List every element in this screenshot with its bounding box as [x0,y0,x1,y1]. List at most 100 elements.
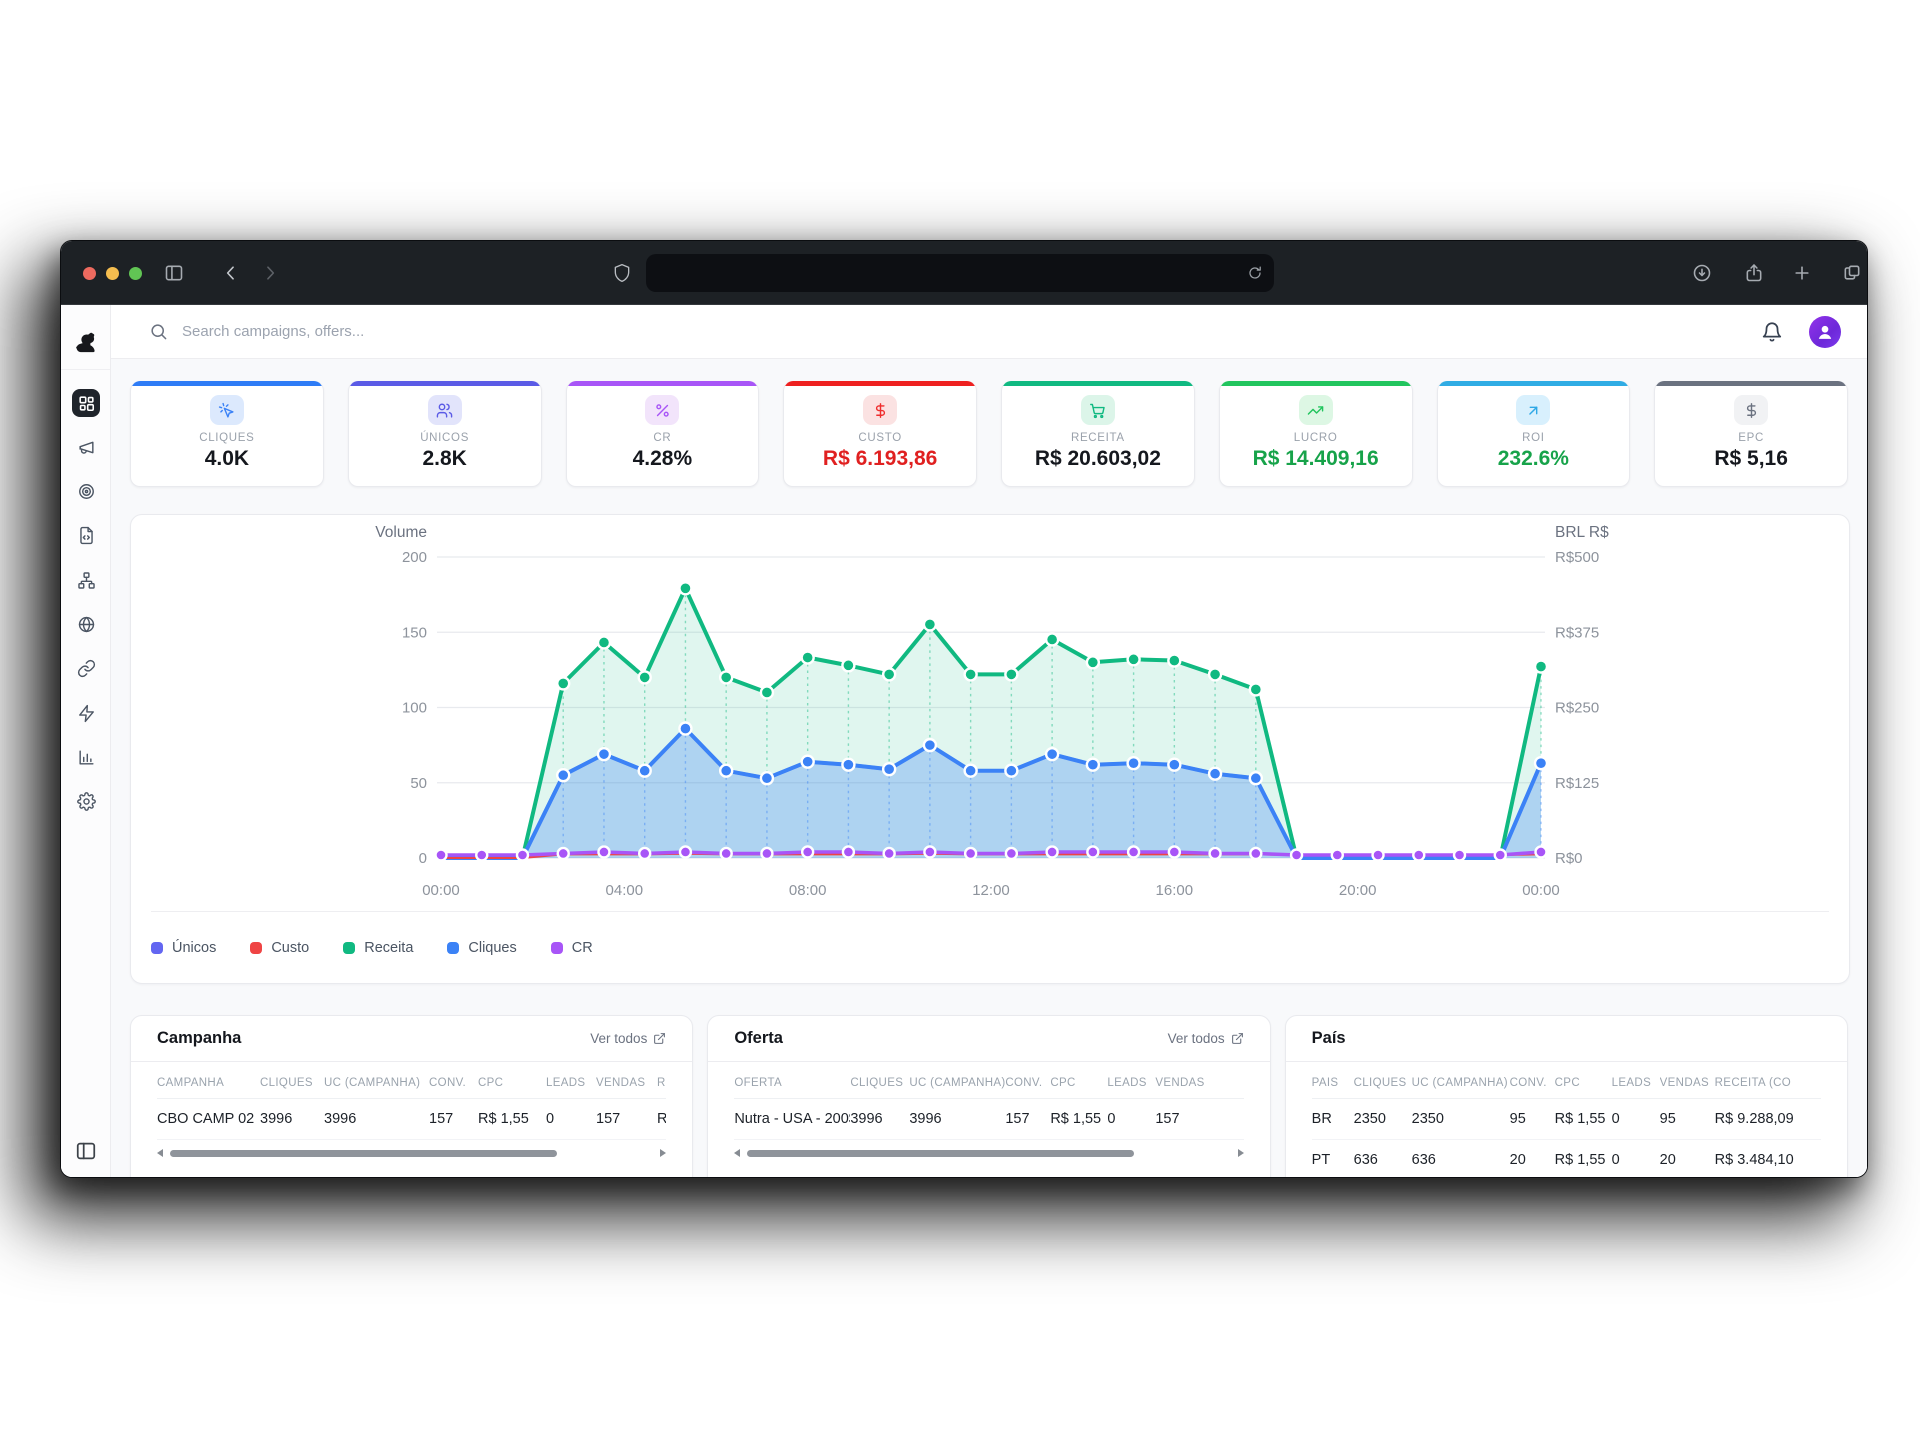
share-icon[interactable] [1744,263,1764,283]
scroll-left-icon[interactable] [734,1149,741,1157]
minimize-window-button[interactable] [106,267,119,280]
point-CR[interactable] [515,848,530,862]
point-Receita[interactable] [1044,632,1060,647]
point-CR[interactable] [1045,845,1059,859]
sidebar-item-offers[interactable] [72,478,100,506]
point-Receita[interactable] [596,635,612,650]
table-row[interactable]: PT 636 636 20 R$ 1,55 0 20 R$ 3.484,10 [1312,1140,1821,1177]
point-Receita[interactable] [963,667,978,682]
point-Receita[interactable] [1533,659,1549,674]
table-row[interactable]: BR 2350 2350 95 R$ 1,55 0 95 R$ 9.288,09 [1311,1099,1821,1140]
legend-item-custo[interactable]: Custo [250,940,309,956]
legend-item-cliques[interactable]: Cliques [447,940,517,956]
point-Receita[interactable] [1004,667,1019,682]
volume-chart[interactable]: 0 R$0 50 R$125 100 R$250 150 R$375 200 R$500 Volum… [151,515,1831,911]
point-Cliques[interactable] [759,771,775,786]
point-Receita[interactable] [678,581,693,596]
point-Receita[interactable] [881,667,897,682]
kpi-card-epc[interactable]: EPC R$ 5,16 [1654,381,1848,487]
table-row[interactable]: CBO CAMP 02 3996 3996 157 R$ 1,55 0 157 R [157,1099,667,1140]
legend-item-cr[interactable]: CR [550,940,593,956]
point-Cliques[interactable] [841,757,856,772]
point-CR[interactable] [1249,846,1263,861]
horizontal-scrollbar[interactable] [157,1149,667,1158]
point-CR[interactable] [1412,848,1426,862]
point-Cliques[interactable] [800,754,815,769]
close-window-button[interactable] [83,267,96,280]
sidebar-item-reports[interactable] [72,743,100,771]
search-input[interactable] [182,323,602,340]
address-bar[interactable] [646,254,1274,292]
point-Cliques[interactable] [1167,757,1182,772]
point-CR[interactable] [1371,848,1385,862]
scroll-right-icon[interactable] [1237,1149,1244,1157]
point-Receita[interactable] [922,617,938,632]
sidebar-item-campaigns[interactable] [72,433,100,461]
dog-logo[interactable] [74,331,98,355]
legend-item-receita[interactable]: Receita [343,940,413,956]
point-CR[interactable] [1208,846,1222,861]
point-Receita[interactable] [1248,682,1264,697]
legend-item-únicos[interactable]: Únicos [151,940,216,956]
scrollbar-thumb[interactable] [747,1150,1135,1157]
point-CR[interactable] [1330,848,1344,862]
point-CR[interactable] [638,846,652,861]
collapse-sidebar-icon[interactable] [75,1140,97,1162]
sidebar-item-automation[interactable] [72,699,100,727]
point-Receita[interactable] [718,670,734,685]
point-Receita[interactable] [841,658,856,673]
point-Cliques[interactable] [1207,766,1223,781]
point-CR[interactable] [1493,848,1507,862]
point-Cliques[interactable] [1248,771,1264,786]
point-CR[interactable] [1534,845,1548,859]
point-CR[interactable] [963,846,978,861]
point-Cliques[interactable] [1044,746,1060,762]
point-Receita[interactable] [800,650,815,665]
point-Receita[interactable] [1085,655,1101,670]
kpi-card-receita[interactable]: RECEITA R$ 20.603,02 [1001,381,1195,487]
point-CR[interactable] [841,845,856,859]
kpi-card-custo[interactable]: CUSTO R$ 6.193,86 [783,381,977,487]
point-CR[interactable] [1452,848,1467,862]
kpi-card-roi[interactable]: ROI 232.6% [1436,381,1631,487]
forward-icon[interactable] [260,263,280,283]
point-CR[interactable] [597,845,611,859]
point-CR[interactable] [556,846,570,861]
point-Receita[interactable] [1126,652,1141,667]
point-Receita[interactable] [637,670,652,685]
point-Receita[interactable] [759,685,775,700]
point-Receita[interactable] [1207,667,1223,682]
point-CR[interactable] [475,848,489,862]
scroll-left-icon[interactable] [157,1149,163,1157]
sidebar-item-domains[interactable] [72,611,100,639]
point-Cliques[interactable] [556,768,571,783]
ver-todos-link[interactable]: Ver todos [1168,1031,1244,1046]
point-Cliques[interactable] [678,721,693,736]
sidebar-toggle-icon[interactable] [164,263,184,283]
point-CR[interactable] [1167,845,1182,859]
point-CR[interactable] [1086,845,1100,859]
table-row[interactable]: Nutra - USA - 200$ 3996 3996 157 R$ 1,55 0 157 [734,1099,1244,1140]
downloads-icon[interactable] [1692,263,1712,283]
point-Cliques[interactable] [1533,755,1549,771]
point-CR[interactable] [923,845,937,859]
point-Cliques[interactable] [881,762,897,777]
sidebar-item-links[interactable] [72,655,100,683]
point-Cliques[interactable] [922,737,938,753]
back-icon[interactable] [221,263,241,283]
new-tab-icon[interactable] [1792,263,1812,283]
point-CR[interactable] [719,846,733,861]
point-CR[interactable] [882,846,896,861]
point-CR[interactable] [1126,845,1141,859]
point-Cliques[interactable] [1004,763,1019,778]
point-Cliques[interactable] [963,763,978,778]
point-Receita[interactable] [1167,653,1182,668]
horizontal-scrollbar[interactable] [734,1149,1244,1158]
point-Cliques[interactable] [1126,755,1141,771]
scrollbar-thumb[interactable] [170,1150,558,1157]
sidebar-item-landers[interactable] [72,522,100,550]
point-CR[interactable] [1004,846,1019,861]
point-CR[interactable] [434,848,448,862]
sidebar-item-settings[interactable] [72,788,100,816]
tab-overview-icon[interactable] [1842,263,1862,283]
